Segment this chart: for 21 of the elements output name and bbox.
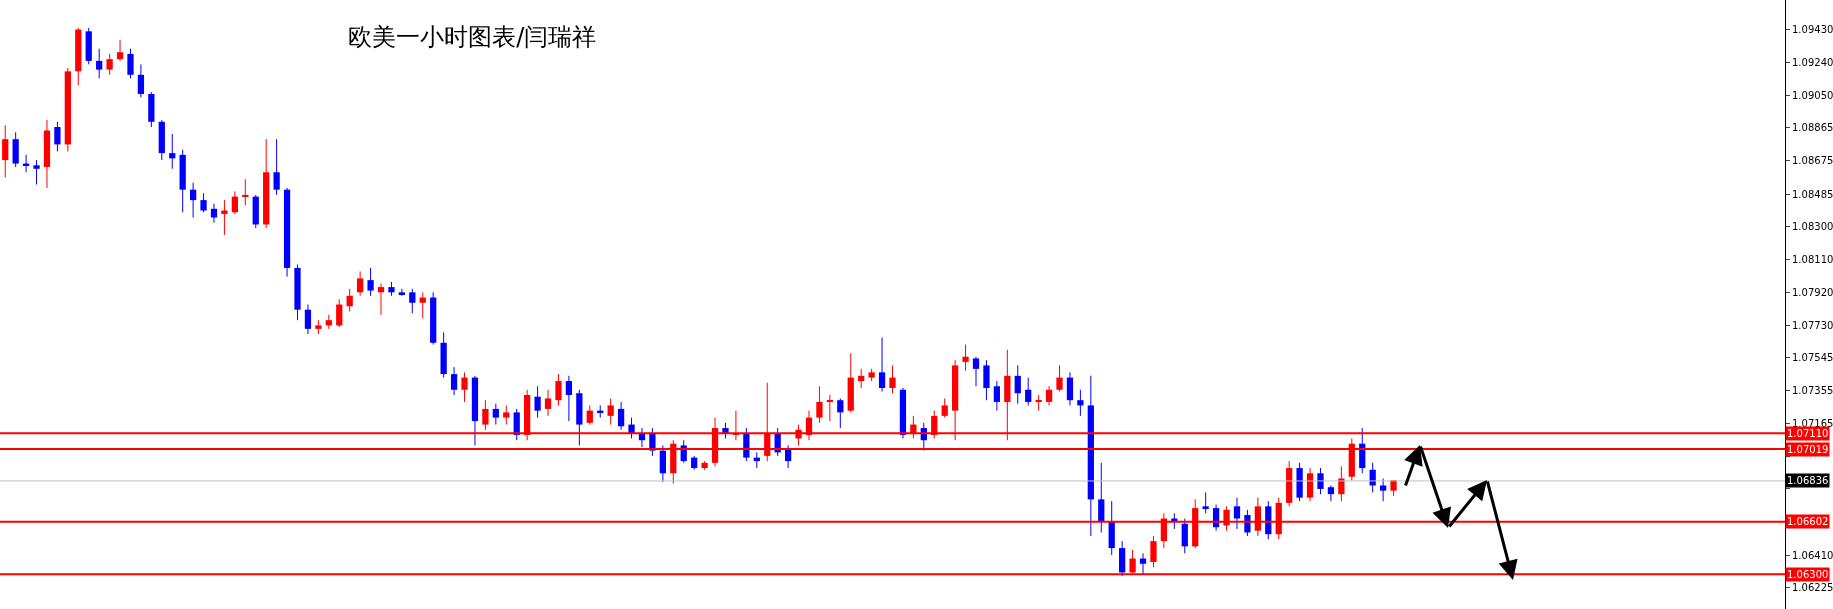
y-tick-label: 1.09050 xyxy=(1792,90,1833,102)
ref-line-label: 1.06300 xyxy=(1787,569,1829,580)
ref-line-label: 1.06836 xyxy=(1787,475,1829,486)
y-tick-label: 1.07165 xyxy=(1792,418,1833,430)
y-tick-label: 1.07545 xyxy=(1792,352,1833,364)
y-tick-label: 1.07730 xyxy=(1792,319,1833,331)
y-tick-label: 1.09430 xyxy=(1792,24,1833,36)
y-tick-label: 1.06225 xyxy=(1792,581,1833,593)
ref-line-label: 1.07019 xyxy=(1787,444,1829,455)
y-tick-label: 1.08110 xyxy=(1792,253,1833,265)
y-tick-label: 1.08675 xyxy=(1792,155,1833,167)
y-tick-label: 1.07355 xyxy=(1792,385,1833,397)
y-tick-label: 1.08300 xyxy=(1792,220,1833,232)
text: 欧美一小时图表/闫瑞祥 xyxy=(348,22,597,51)
y-tick-label: 1.09240 xyxy=(1792,57,1833,69)
y-tick-label: 1.08865 xyxy=(1792,122,1833,134)
y-tick-label: 1.06410 xyxy=(1792,549,1833,561)
y-tick-label: 1.08485 xyxy=(1792,188,1833,200)
ref-line-label: 1.06602 xyxy=(1787,516,1829,527)
y-tick-label: 1.07920 xyxy=(1792,286,1833,298)
ref-line-label: 1.07110 xyxy=(1787,428,1829,439)
